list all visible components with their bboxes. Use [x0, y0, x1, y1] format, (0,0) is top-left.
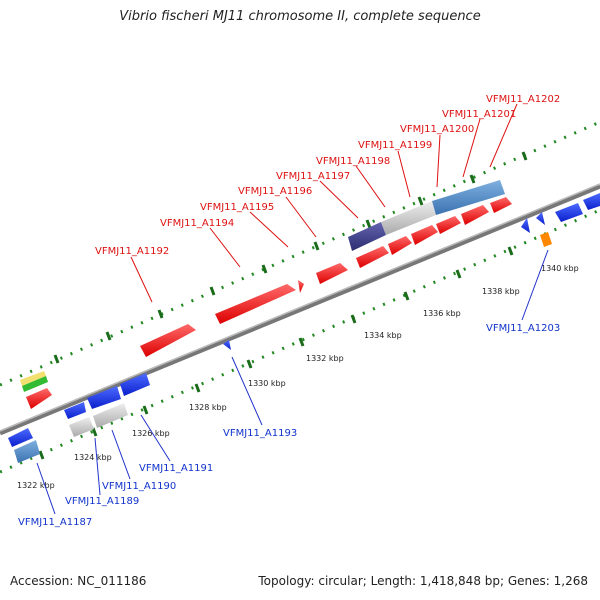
- gene-block: [69, 417, 94, 437]
- gene-arrow: [140, 324, 196, 357]
- gene-arrow: [555, 203, 583, 222]
- tick-label: 1340 kbp: [541, 264, 579, 273]
- gene-arrow: [215, 284, 296, 324]
- map-title: Vibrio fischeri MJ11 chromosome II, comp…: [119, 9, 481, 24]
- gene-label[interactable]: VFMJ11_A1189: [65, 496, 139, 507]
- gene-label[interactable]: VFMJ11_A1202: [486, 94, 560, 105]
- gene-arrow: [461, 205, 489, 225]
- gene-label[interactable]: VFMJ11_A1198: [316, 156, 390, 167]
- tick-label: 1332 kbp: [306, 354, 344, 363]
- gene-arrow: [356, 246, 389, 268]
- gene-label[interactable]: VFMJ11_A1200: [400, 124, 474, 135]
- gene-block: [381, 201, 436, 235]
- gene-block: [20, 371, 46, 386]
- gene-label[interactable]: VFMJ11_A1195: [200, 202, 274, 213]
- gene-block: [22, 376, 48, 392]
- gene-arrow: [490, 197, 512, 213]
- gene-block: [14, 440, 40, 463]
- tick-label: 1328 kbp: [189, 403, 227, 412]
- gene-arrow: [64, 402, 86, 419]
- tick-label: 1322 kbp: [17, 481, 55, 490]
- tick-label: 1336 kbp: [423, 309, 461, 318]
- backbone-track-highlight: [0, 183, 600, 432]
- tick-label: 1324 kbp: [74, 453, 112, 462]
- gene-label[interactable]: VFMJ11_A1192: [95, 246, 169, 257]
- gene-block: [348, 222, 386, 251]
- forward-leader-lines: [130, 103, 518, 303]
- gene-arrow: [298, 280, 304, 293]
- gene-label[interactable]: VFMJ11_A1193: [223, 428, 297, 439]
- gene-arrow: [87, 386, 121, 409]
- tick-label: 1334 kbp: [364, 331, 402, 340]
- tick-label: 1326 kbp: [132, 429, 170, 438]
- gene-label[interactable]: VFMJ11_A1194: [160, 218, 234, 229]
- gene-label[interactable]: VFMJ11_A1203: [486, 323, 560, 334]
- forward-genes: [20, 180, 512, 409]
- backbone-track: [0, 183, 600, 436]
- gene-arrow: [223, 340, 231, 350]
- scale-ticks: [38, 246, 514, 460]
- genome-summary: Topology: circular; Length: 1,418,848 bp…: [258, 574, 588, 588]
- tick-label: 1338 kbp: [482, 287, 520, 296]
- accession-info: Accession: NC_011186: [10, 574, 147, 588]
- gene-arrow: [411, 225, 438, 245]
- gene-arrow: [388, 236, 412, 255]
- gene-arrow: [316, 263, 348, 284]
- gene-arrow: [583, 193, 600, 210]
- gene-arrow: [120, 373, 150, 396]
- gene-arrow: [8, 428, 33, 447]
- gene-label[interactable]: VFMJ11_A1196: [238, 186, 312, 197]
- gene-label[interactable]: VFMJ11_A1190: [102, 481, 176, 492]
- gene-label[interactable]: VFMJ11_A1187: [18, 517, 92, 528]
- gene-label[interactable]: VFMJ11_A1199: [358, 140, 432, 151]
- gene-block: [93, 403, 128, 428]
- reverse-leader-lines: [36, 249, 549, 515]
- tick-label: 1330 kbp: [248, 379, 286, 388]
- outer-scale-ticks: [53, 151, 528, 364]
- gene-arrow: [26, 388, 52, 409]
- gene-label[interactable]: VFMJ11_A1197: [276, 171, 350, 182]
- gene-block: [540, 232, 552, 247]
- gene-arrow: [436, 216, 461, 234]
- gene-block: [432, 180, 505, 215]
- gene-label[interactable]: VFMJ11_A1191: [139, 463, 213, 474]
- gene-arrow: [521, 218, 530, 233]
- gene-arrow: [536, 212, 545, 225]
- reverse-genes: [8, 193, 600, 463]
- gene-label[interactable]: VFMJ11_A1201: [442, 109, 516, 120]
